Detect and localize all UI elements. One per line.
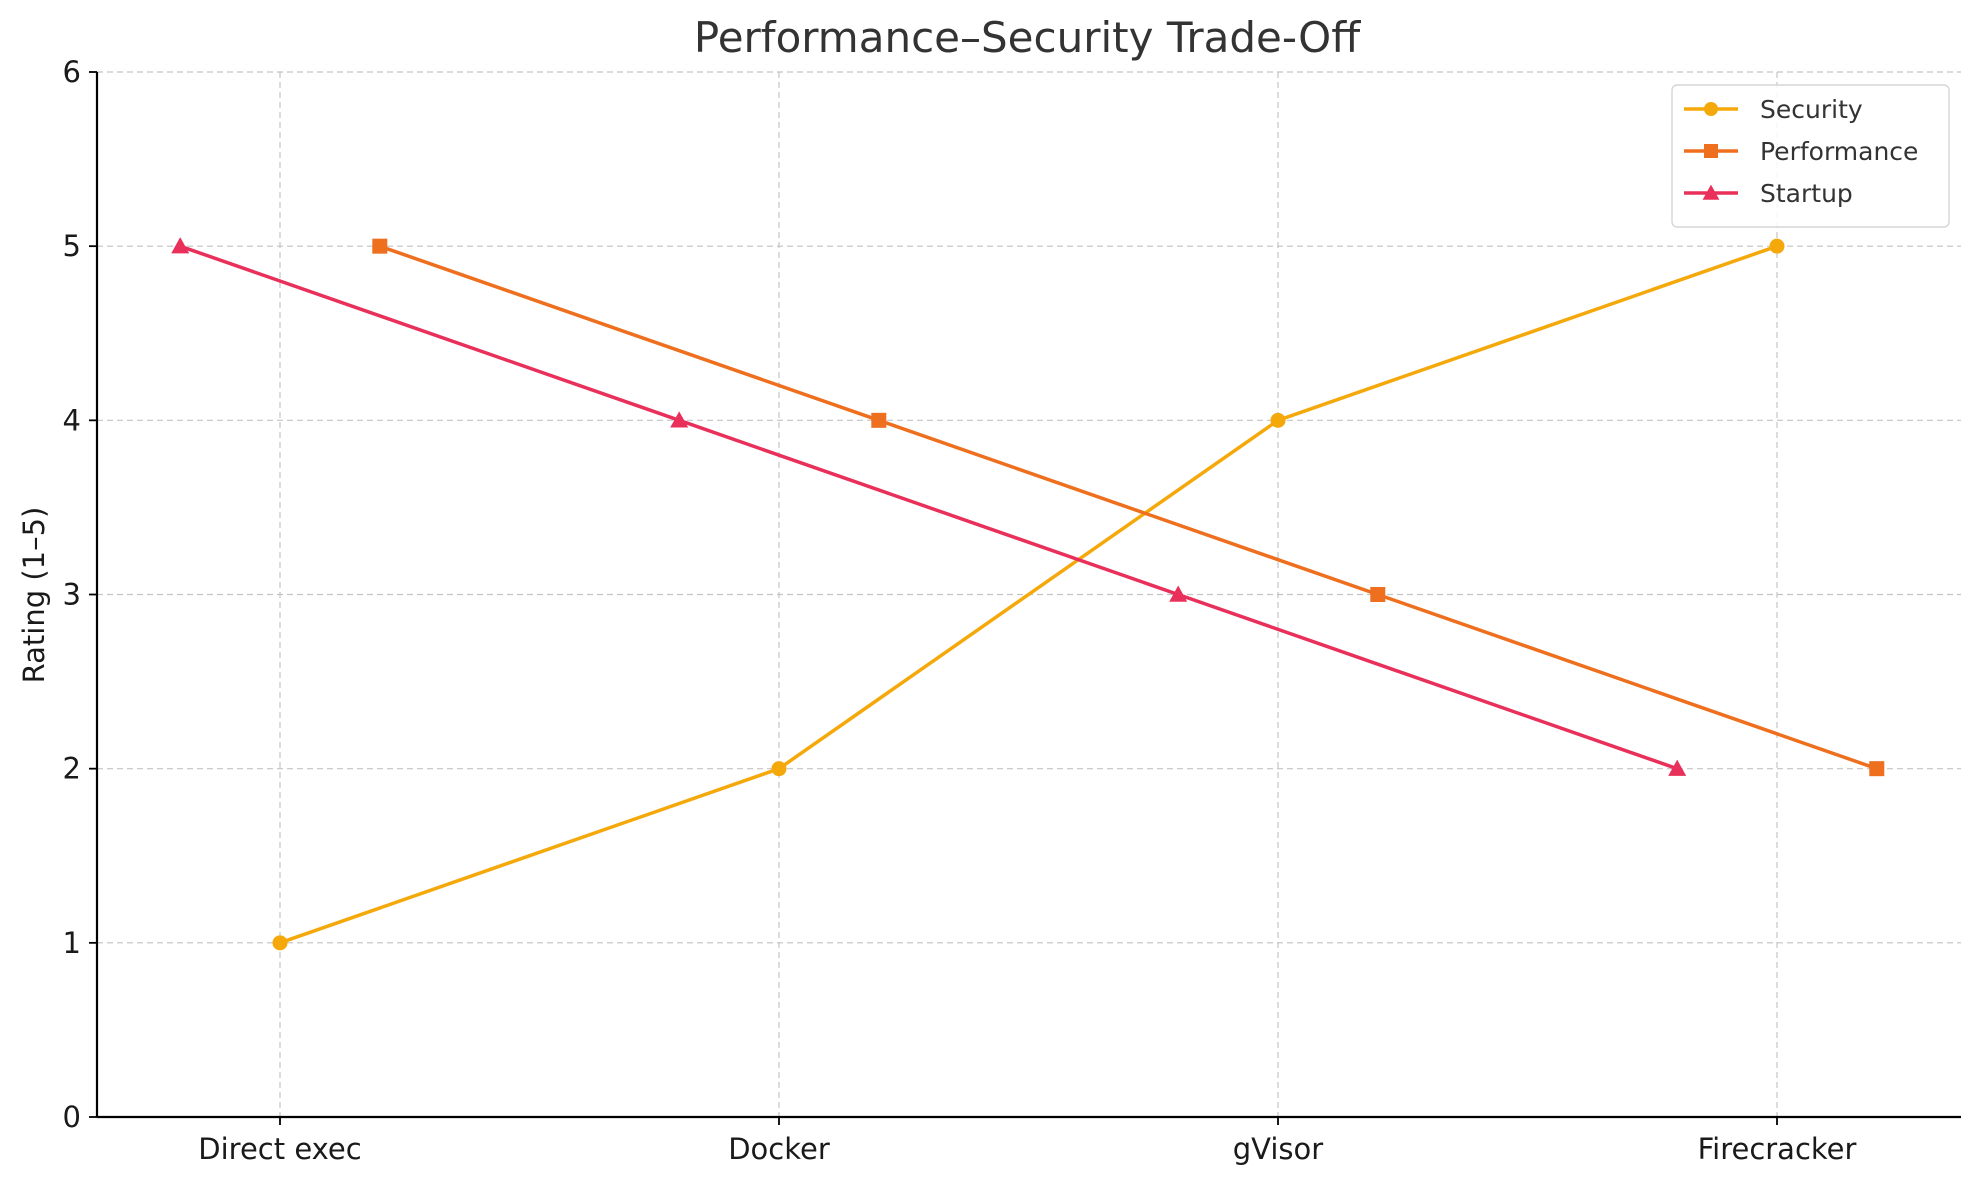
y-tick-label: 5	[63, 229, 81, 263]
legend-item-security: Security	[1684, 95, 1863, 124]
startup-point	[1169, 585, 1188, 602]
series-performance	[372, 238, 1885, 777]
tick-labels: 0 1 2 3 4 5 6 Direct exec Docker gVisor Firecracke…	[63, 55, 1857, 1166]
performance-point	[1869, 761, 1885, 777]
startup-point	[670, 411, 689, 428]
security-point	[1769, 238, 1785, 254]
startup-point	[1668, 759, 1687, 776]
security-point	[1270, 412, 1286, 428]
y-tick-label: 2	[63, 752, 81, 786]
legend-box	[1671, 84, 1950, 228]
series-startup	[171, 237, 1687, 776]
chart-title: Performance–Security Trade-Off	[694, 13, 1361, 62]
legend-marker	[1704, 102, 1718, 116]
legend-label: Security	[1760, 95, 1863, 124]
series-group	[171, 237, 1885, 951]
y-tick-label: 3	[63, 578, 81, 612]
series-security	[272, 238, 1785, 951]
performance-point	[372, 238, 388, 254]
legend: Security Performance Startup	[1671, 84, 1950, 228]
y-tick-label: 0	[63, 1100, 81, 1134]
x-tick-label: Direct exec	[198, 1132, 361, 1166]
axes	[89, 71, 1961, 1125]
y-tick-label: 6	[63, 55, 81, 89]
y-axis-label: Rating (1–5)	[17, 507, 51, 684]
legend-item-performance: Performance	[1684, 137, 1918, 166]
security-point	[272, 935, 288, 951]
x-tick-label: Firecracker	[1698, 1132, 1857, 1166]
legend-marker	[1702, 184, 1720, 200]
startup-point	[171, 237, 190, 254]
performance-point	[871, 412, 887, 428]
legend-label: Startup	[1760, 179, 1853, 208]
x-tick-label: Docker	[728, 1132, 830, 1166]
security-line	[279, 244, 1778, 945]
legend-label: Performance	[1760, 137, 1918, 166]
x-tick-label: gVisor	[1233, 1132, 1324, 1166]
performance-point	[1370, 587, 1386, 602]
legend-marker	[1704, 144, 1718, 158]
startup-line	[179, 244, 1678, 771]
performance-line	[379, 244, 1878, 771]
legend-item-startup: Startup	[1684, 179, 1853, 208]
y-tick-label: 4	[63, 403, 81, 437]
y-tick-label: 1	[63, 926, 81, 960]
security-point	[771, 761, 787, 777]
